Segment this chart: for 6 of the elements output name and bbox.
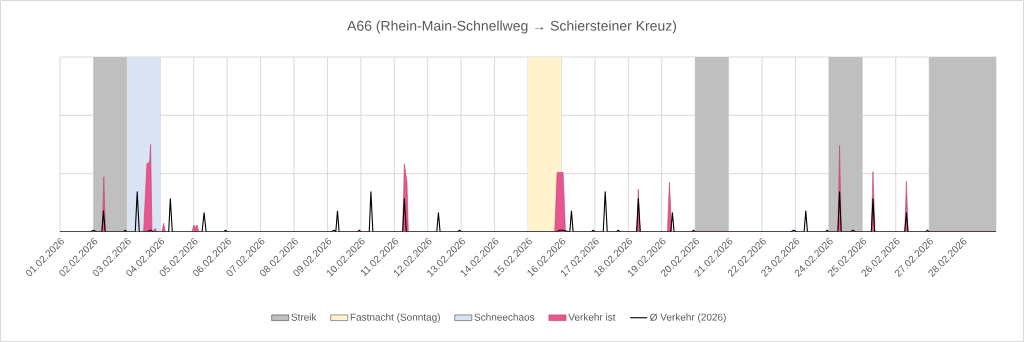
legend-label: Schneechaos	[474, 313, 535, 321]
legend-label: Streik	[291, 313, 317, 321]
chart-title: A66 (Rhein-Main-Schnellweg → Schiersteiner Kreuz)	[347, 20, 677, 34]
legend-label: Fastnacht (Sonntag)	[350, 313, 440, 323]
legend-label: Verkehr ist	[568, 313, 616, 321]
legend-label: Ø Verkehr (2026)	[650, 313, 726, 323]
